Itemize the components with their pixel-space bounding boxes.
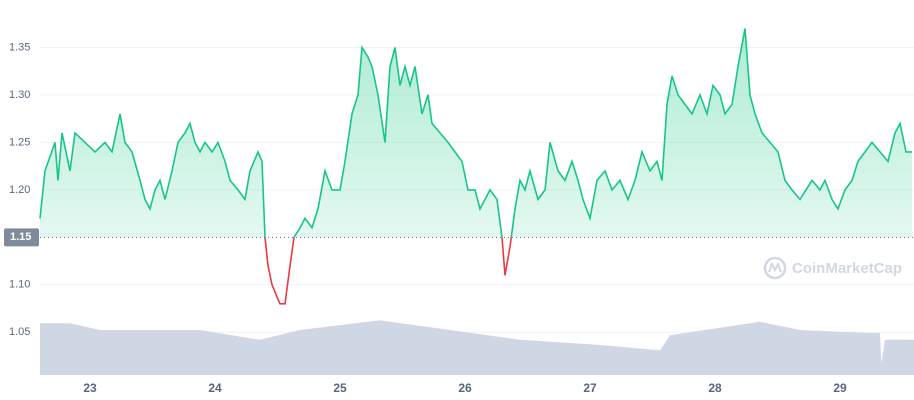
x-tick-label: 23: [83, 381, 97, 395]
price-line: [39, 28, 912, 238]
y-tick-label: 1.35: [9, 41, 30, 53]
x-tick-label: 25: [333, 381, 347, 395]
x-tick-label: 24: [208, 381, 222, 395]
y-tick-label: 1.10: [9, 279, 30, 291]
baseline-label-box: [4, 228, 39, 247]
x-tick-label: 27: [583, 381, 597, 395]
x-tick-label: 29: [833, 381, 847, 395]
y-tick-label: 1.05: [9, 326, 30, 338]
price-area: [40, 28, 912, 238]
x-tick-label: 26: [458, 381, 472, 395]
y-tick-label: 1.25: [9, 136, 30, 148]
watermark: CoinMarketCap: [763, 256, 902, 280]
baseline-label: 1.15: [10, 231, 31, 243]
y-tick-label: 1.30: [9, 89, 30, 101]
y-tick-label: 1.20: [9, 184, 30, 196]
x-tick-label: 28: [708, 381, 722, 395]
volume-area: [40, 320, 914, 375]
watermark-text: CoinMarketCap: [792, 260, 902, 277]
